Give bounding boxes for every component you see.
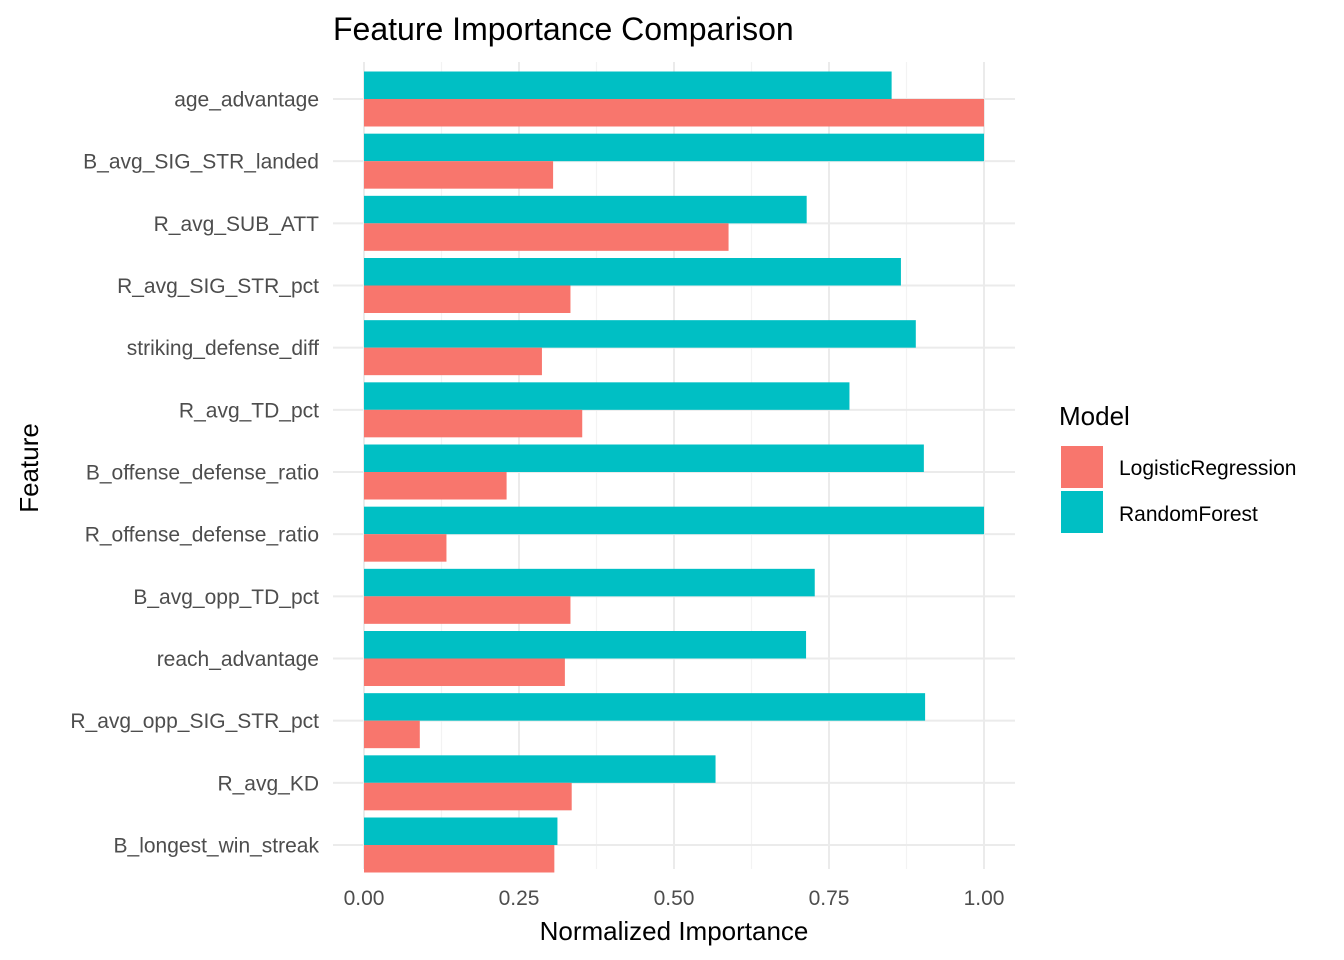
- bar-randomforest-r-avg-kd: [364, 755, 716, 783]
- y-tick-label: B_offense_defense_ratio: [86, 462, 319, 485]
- bar-logisticregression-b-longest-win-streak: [364, 845, 555, 873]
- bar-randomforest-striking-defense-diff: [364, 320, 916, 348]
- bars: [364, 71, 984, 873]
- bar-randomforest-b-avg-sig-str-landed: [364, 133, 984, 162]
- bar-logisticregression-r-avg-sub-att: [364, 223, 729, 251]
- bar-logisticregression-b-avg-opp-td-pct: [364, 596, 571, 624]
- bar-randomforest-r-avg-td-pct: [364, 382, 850, 410]
- bar-randomforest-reach-advantage: [364, 631, 807, 659]
- bar-logisticregression-r-offense-defense-ratio: [364, 534, 447, 562]
- bar-randomforest-age-advantage: [364, 71, 892, 99]
- bar-logisticregression-b-avg-sig-str-landed: [364, 161, 554, 189]
- y-tick-label: R_offense_defense_ratio: [85, 524, 319, 547]
- y-tick-label: age_advantage: [174, 89, 319, 112]
- y-tick-label: reach_advantage: [157, 648, 319, 671]
- y-tick-label: R_avg_SUB_ATT: [154, 213, 320, 236]
- legend-key-randomforest: [1061, 491, 1103, 533]
- bar-logisticregression-r-avg-opp-sig-str-pct: [364, 720, 420, 749]
- y-tick-label: striking_defense_diff: [127, 337, 319, 360]
- bar-logisticregression-age-advantage: [364, 99, 984, 127]
- legend-key-logisticregression: [1061, 446, 1103, 488]
- x-tick-label: 0.50: [654, 887, 695, 910]
- y-tick-label: R_avg_opp_SIG_STR_pct: [70, 710, 319, 733]
- x-axis-title: Normalized Importance: [540, 916, 809, 946]
- y-tick-label: R_avg_SIG_STR_pct: [117, 275, 319, 298]
- bar-randomforest-r-avg-sub-att: [364, 195, 807, 224]
- x-tick-label: 0.75: [809, 887, 850, 910]
- bar-logisticregression-b-offense-defense-ratio: [364, 472, 507, 500]
- y-tick-label: B_avg_opp_TD_pct: [133, 586, 319, 609]
- bar-randomforest-r-avg-sig-str-pct: [364, 258, 901, 286]
- y-tick-label: R_avg_KD: [217, 772, 319, 795]
- bar-randomforest-r-avg-opp-sig-str-pct: [364, 693, 926, 721]
- x-tick-labels: 0.00 0.25 0.50 0.75 1.00: [344, 887, 1005, 910]
- legend-title: Model: [1059, 401, 1130, 431]
- y-axis-title: Feature: [14, 423, 44, 513]
- x-tick-label: 0.00: [344, 887, 385, 910]
- y-tick-labels: age_advantage B_avg_SIG_STR_landed R_avg_S…: [70, 89, 319, 858]
- bar-logisticregression-r-avg-sig-str-pct: [364, 285, 571, 313]
- bar-randomforest-b-offense-defense-ratio: [364, 444, 924, 472]
- bar-logisticregression-r-avg-kd: [364, 782, 572, 811]
- x-tick-label: 1.00: [964, 887, 1005, 910]
- bar-randomforest-r-offense-defense-ratio: [364, 506, 984, 535]
- legend-label-randomforest: RandomForest: [1119, 503, 1258, 526]
- y-tick-label: B_longest_win_streak: [114, 835, 320, 858]
- bar-logisticregression-reach-advantage: [364, 658, 565, 686]
- bar-randomforest-b-longest-win-streak: [364, 817, 558, 845]
- legend: Model LogisticRegression RandomForest: [1059, 401, 1296, 533]
- y-tick-label: R_avg_TD_pct: [179, 399, 319, 422]
- bar-logisticregression-r-avg-td-pct: [364, 409, 583, 438]
- legend-label-logisticregression: LogisticRegression: [1119, 457, 1296, 480]
- x-tick-label: 0.25: [499, 887, 540, 910]
- chart-title: Feature Importance Comparison: [333, 11, 794, 47]
- bar-randomforest-b-avg-opp-td-pct: [364, 568, 815, 597]
- bar-logisticregression-striking-defense-diff: [364, 347, 542, 376]
- y-tick-label: B_avg_SIG_STR_landed: [83, 151, 319, 174]
